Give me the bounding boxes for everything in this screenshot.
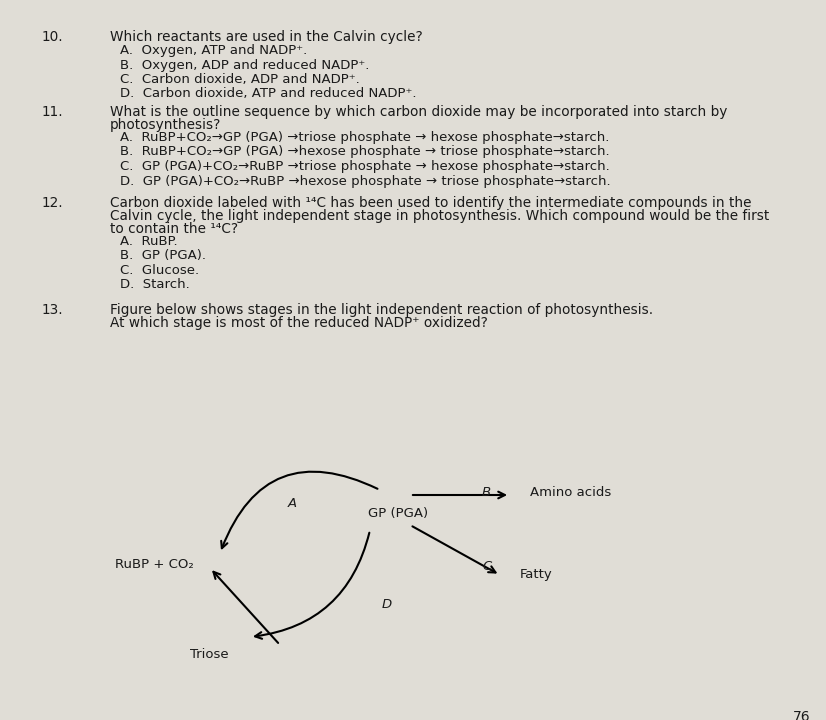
Text: 10.: 10.: [42, 30, 64, 44]
Text: C.  Glucose.: C. Glucose.: [120, 264, 199, 277]
Text: D: D: [382, 598, 392, 611]
Text: C.  GP (PGA)+CO₂→RuBP →triose phosphate → hexose phosphate→starch.: C. GP (PGA)+CO₂→RuBP →triose phosphate →…: [120, 160, 610, 173]
Text: C.  Carbon dioxide, ADP and NADP⁺.: C. Carbon dioxide, ADP and NADP⁺.: [120, 73, 360, 86]
Text: B.  GP (PGA).: B. GP (PGA).: [120, 250, 206, 263]
Text: GP (PGA): GP (PGA): [368, 507, 428, 520]
Text: A: A: [288, 497, 297, 510]
Text: D.  Starch.: D. Starch.: [120, 279, 190, 292]
Text: 13.: 13.: [42, 303, 64, 317]
Text: photosynthesis?: photosynthesis?: [110, 118, 221, 132]
Text: Carbon dioxide labeled with ¹⁴C has been used to identify the intermediate compo: Carbon dioxide labeled with ¹⁴C has been…: [110, 196, 752, 210]
Text: 11.: 11.: [42, 105, 64, 119]
Text: 76: 76: [793, 710, 810, 720]
Text: B: B: [482, 486, 491, 499]
Text: Triose: Triose: [190, 648, 229, 661]
Text: D.  GP (PGA)+CO₂→RuBP →hexose phosphate → triose phosphate→starch.: D. GP (PGA)+CO₂→RuBP →hexose phosphate →…: [120, 174, 610, 187]
Text: C: C: [482, 560, 491, 573]
Text: 12.: 12.: [42, 196, 64, 210]
Text: Fatty: Fatty: [520, 568, 553, 581]
Text: B.  Oxygen, ADP and reduced NADP⁺.: B. Oxygen, ADP and reduced NADP⁺.: [120, 58, 369, 71]
Text: RuBP + CO₂: RuBP + CO₂: [115, 558, 194, 571]
Text: B.  RuBP+CO₂→GP (PGA) →hexose phosphate → triose phosphate→starch.: B. RuBP+CO₂→GP (PGA) →hexose phosphate →…: [120, 145, 610, 158]
Text: A.  RuBP.: A. RuBP.: [120, 235, 178, 248]
Text: D.  Carbon dioxide, ATP and reduced NADP⁺.: D. Carbon dioxide, ATP and reduced NADP⁺…: [120, 88, 416, 101]
Text: Amino acids: Amino acids: [530, 486, 611, 499]
Text: What is the outline sequence by which carbon dioxide may be incorporated into st: What is the outline sequence by which ca…: [110, 105, 728, 119]
Text: At which stage is most of the reduced NADP⁺ oxidized?: At which stage is most of the reduced NA…: [110, 316, 488, 330]
Text: A.  Oxygen, ATP and NADP⁺.: A. Oxygen, ATP and NADP⁺.: [120, 44, 307, 57]
Text: A.  RuBP+CO₂→GP (PGA) →triose phosphate → hexose phosphate→starch.: A. RuBP+CO₂→GP (PGA) →triose phosphate →…: [120, 131, 610, 144]
Text: Figure below shows stages in the light independent reaction of photosynthesis.: Figure below shows stages in the light i…: [110, 303, 653, 317]
Text: Which reactants are used in the Calvin cycle?: Which reactants are used in the Calvin c…: [110, 30, 423, 44]
Text: Calvin cycle, the light independent stage in photosynthesis. Which compound woul: Calvin cycle, the light independent stag…: [110, 209, 769, 223]
Text: to contain the ¹⁴C?: to contain the ¹⁴C?: [110, 222, 238, 236]
